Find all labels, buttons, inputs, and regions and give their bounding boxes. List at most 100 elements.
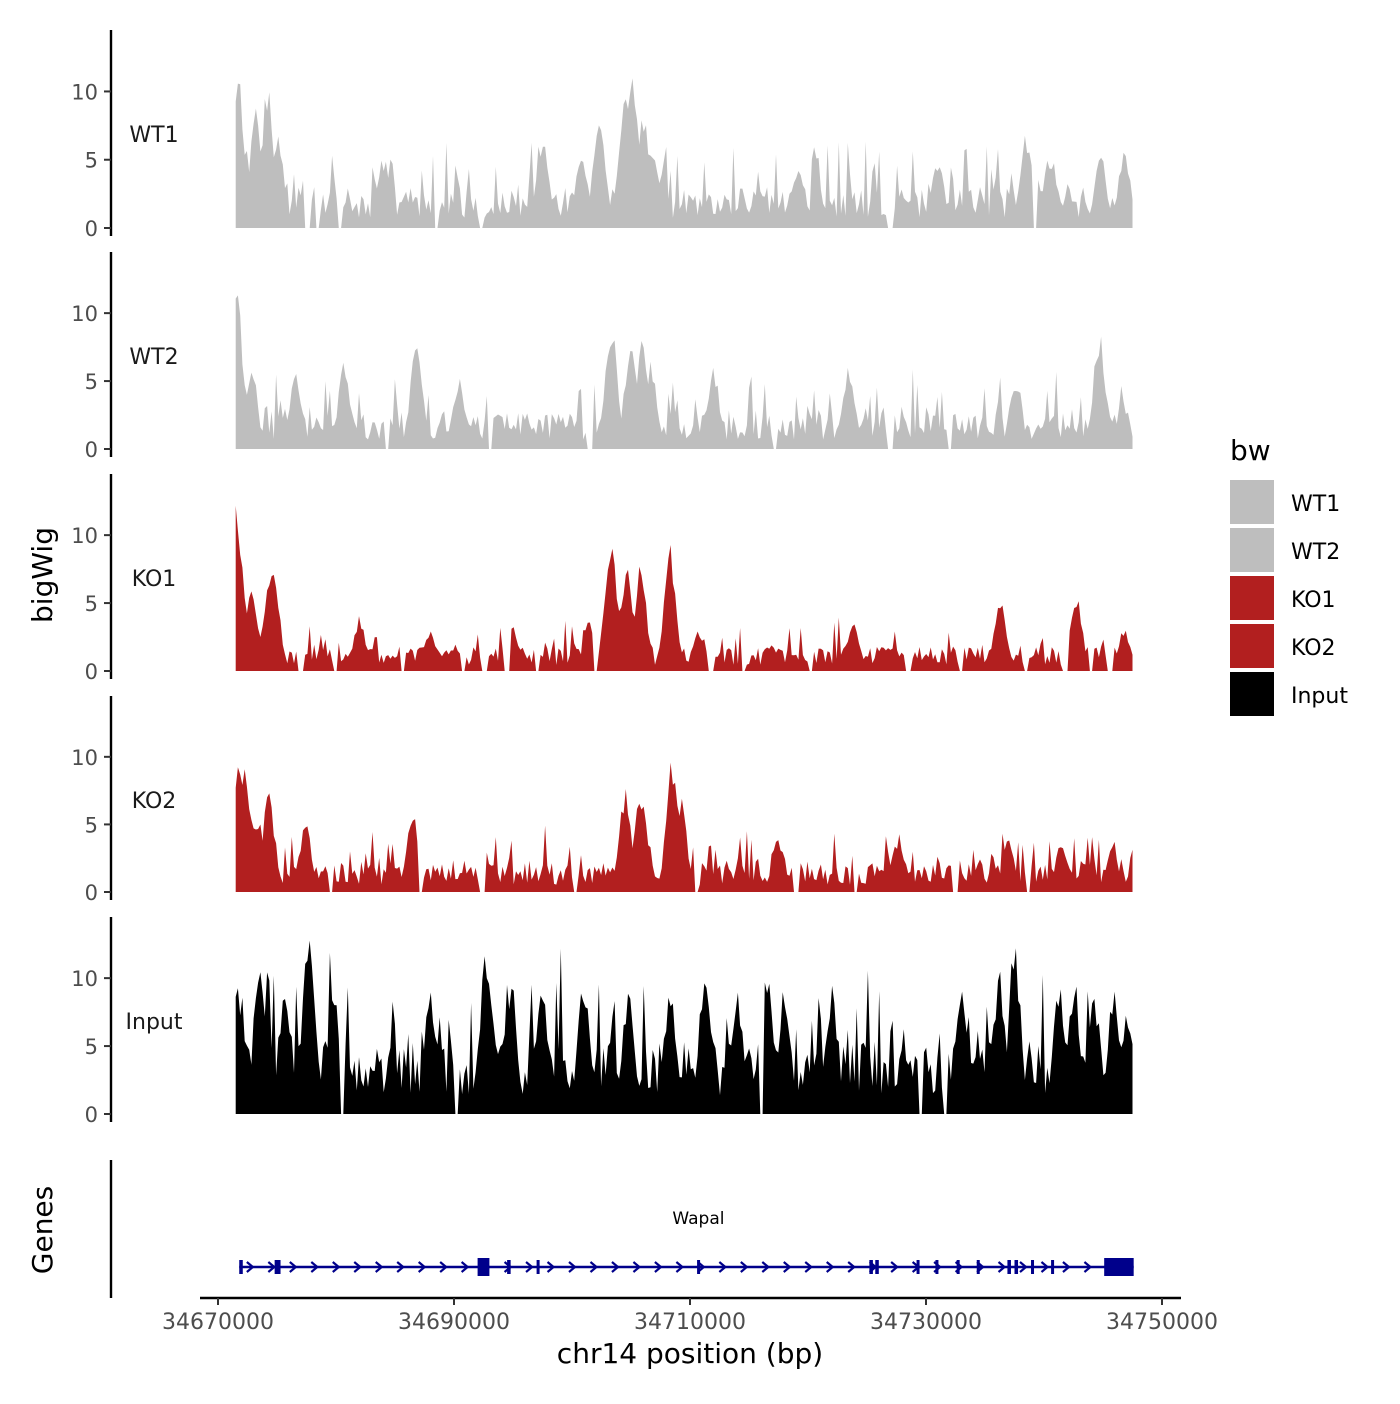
strand-arrow — [783, 1261, 792, 1273]
strand-arrow — [417, 1261, 427, 1273]
exon-10 — [956, 1260, 960, 1274]
x-tick-label-34690000: 34690000 — [398, 1310, 510, 1335]
legend-swatch-input — [1230, 672, 1274, 716]
signal-area-ko2 — [235, 762, 1133, 892]
legend-label-ko1: KO1 — [1291, 588, 1336, 613]
strand-arrow — [353, 1261, 362, 1273]
exon-16 — [1104, 1258, 1134, 1276]
x-tick-label-34750000: 34750000 — [1106, 1310, 1218, 1335]
strand-arrow — [611, 1261, 620, 1273]
strand-arrow — [1040, 1261, 1050, 1273]
strand-arrow — [718, 1261, 728, 1273]
legend-title: bw — [1230, 434, 1271, 467]
legend-label-input: Input — [1291, 684, 1348, 709]
genes-layer: Wapal — [109, 1160, 1134, 1298]
strand-arrow — [375, 1261, 384, 1273]
x-tick-label-34730000: 34730000 — [870, 1310, 982, 1335]
strand-arrow — [1062, 1261, 1071, 1273]
strand-arrow — [589, 1261, 599, 1273]
track-label-ko2: KO2 — [132, 789, 177, 814]
signal-area-input — [235, 940, 1133, 1114]
y-tick-label-ko2-10: 10 — [71, 746, 98, 770]
strand-arrow — [826, 1261, 835, 1273]
legend-items: WT1 WT2 KO1 KO2 Input — [1230, 480, 1348, 716]
track-input: 0 5 10 Input — [71, 917, 1133, 1127]
strand-arrow — [568, 1261, 577, 1273]
exon-14 — [1031, 1260, 1035, 1274]
track-label-ko1: KO1 — [132, 567, 177, 592]
exon-4 — [536, 1260, 540, 1274]
strand-arrow — [654, 1261, 663, 1273]
strand-arrow — [847, 1261, 856, 1273]
strand-arrow — [289, 1261, 298, 1273]
y-tick-label-ko1-0: 0 — [85, 660, 98, 684]
y-tick-label-wt1-0: 0 — [85, 217, 98, 241]
exon-11 — [976, 1260, 980, 1274]
strand-arrow — [246, 1261, 255, 1273]
track-ko1: 0 5 10 KO1 — [71, 474, 1133, 684]
track-wt1: 0 5 10 WT1 — [71, 30, 1133, 241]
exon-1 — [274, 1260, 281, 1274]
exon-15 — [1051, 1260, 1055, 1274]
strand-arrow — [890, 1261, 899, 1273]
exon-7 — [875, 1260, 879, 1274]
strand-arrow — [310, 1261, 320, 1273]
strand-arrow — [267, 1261, 277, 1273]
strand-arrow — [1019, 1261, 1028, 1273]
y-tick-label-wt2-10: 10 — [71, 302, 98, 326]
strand-arrow — [632, 1261, 642, 1273]
strand-arrow — [740, 1261, 749, 1273]
legend-swatch-ko1 — [1230, 576, 1274, 620]
exon-6 — [869, 1260, 873, 1274]
legend-label-ko2: KO2 — [1291, 636, 1336, 661]
legend: bw WT1 WT2 KO1 KO2 Input — [1230, 434, 1348, 716]
signal-area-wt1 — [235, 78, 1133, 229]
y-tick-label-ko1-5: 5 — [85, 592, 98, 616]
y-tick-label-input-0: 0 — [85, 1103, 98, 1127]
strand-arrow — [997, 1261, 1007, 1273]
exon-0 — [239, 1260, 243, 1274]
strand-arrow — [332, 1261, 341, 1273]
exon-8 — [916, 1260, 920, 1274]
strand-arrow — [675, 1261, 685, 1273]
strand-arrow — [804, 1261, 813, 1273]
y-tick-label-wt2-0: 0 — [85, 438, 98, 462]
gene-name-label: Wapal — [672, 1209, 724, 1229]
exon-5 — [697, 1260, 701, 1274]
strand-arrow — [396, 1261, 405, 1273]
legend-swatch-wt1 — [1230, 480, 1274, 524]
track-wt2: 0 5 10 WT2 — [71, 252, 1133, 462]
track-ko2: 0 5 10 KO2 — [71, 696, 1133, 905]
x-tick-label-34670000: 34670000 — [162, 1310, 274, 1335]
y-axis-title-genes: Genes — [26, 1186, 59, 1274]
legend-swatch-wt2 — [1230, 528, 1274, 572]
legend-label-wt2: WT2 — [1291, 540, 1340, 565]
exon-13 — [1014, 1260, 1019, 1274]
track-label-input: Input — [126, 1010, 183, 1035]
strand-arrow — [525, 1261, 534, 1273]
y-tick-label-input-5: 5 — [85, 1035, 98, 1059]
y-tick-label-input-10: 10 — [71, 967, 98, 991]
exon-2 — [477, 1258, 490, 1276]
strand-arrow — [439, 1261, 448, 1273]
y-axis-title-bigwig: bigWig — [26, 527, 59, 623]
exon-3 — [507, 1260, 511, 1274]
x-axis: 34670000 34690000 34710000 34730000 34750000 — [162, 1296, 1218, 1335]
tracks-layer: 0 5 10 WT1 0 5 10 WT2 0 5 10 KO1 0 5 10 KO2 0 5 10 Input — [71, 30, 1133, 1127]
track-label-wt2: WT2 — [129, 345, 178, 370]
y-tick-label-wt2-5: 5 — [85, 370, 98, 394]
x-axis-title: chr14 position (bp) — [557, 1337, 823, 1370]
signal-area-ko1 — [235, 505, 1133, 671]
strand-arrow — [460, 1261, 470, 1273]
y-tick-label-ko2-5: 5 — [85, 813, 98, 837]
track-label-wt1: WT1 — [129, 123, 178, 148]
signal-area-wt2 — [235, 295, 1133, 449]
y-tick-label-wt1-10: 10 — [71, 80, 98, 104]
strand-arrow — [761, 1261, 771, 1273]
y-tick-label-wt1-5: 5 — [85, 149, 98, 173]
y-tick-label-ko1-10: 10 — [71, 524, 98, 548]
exon-12 — [1007, 1260, 1011, 1274]
y-tick-label-ko2-0: 0 — [85, 881, 98, 905]
